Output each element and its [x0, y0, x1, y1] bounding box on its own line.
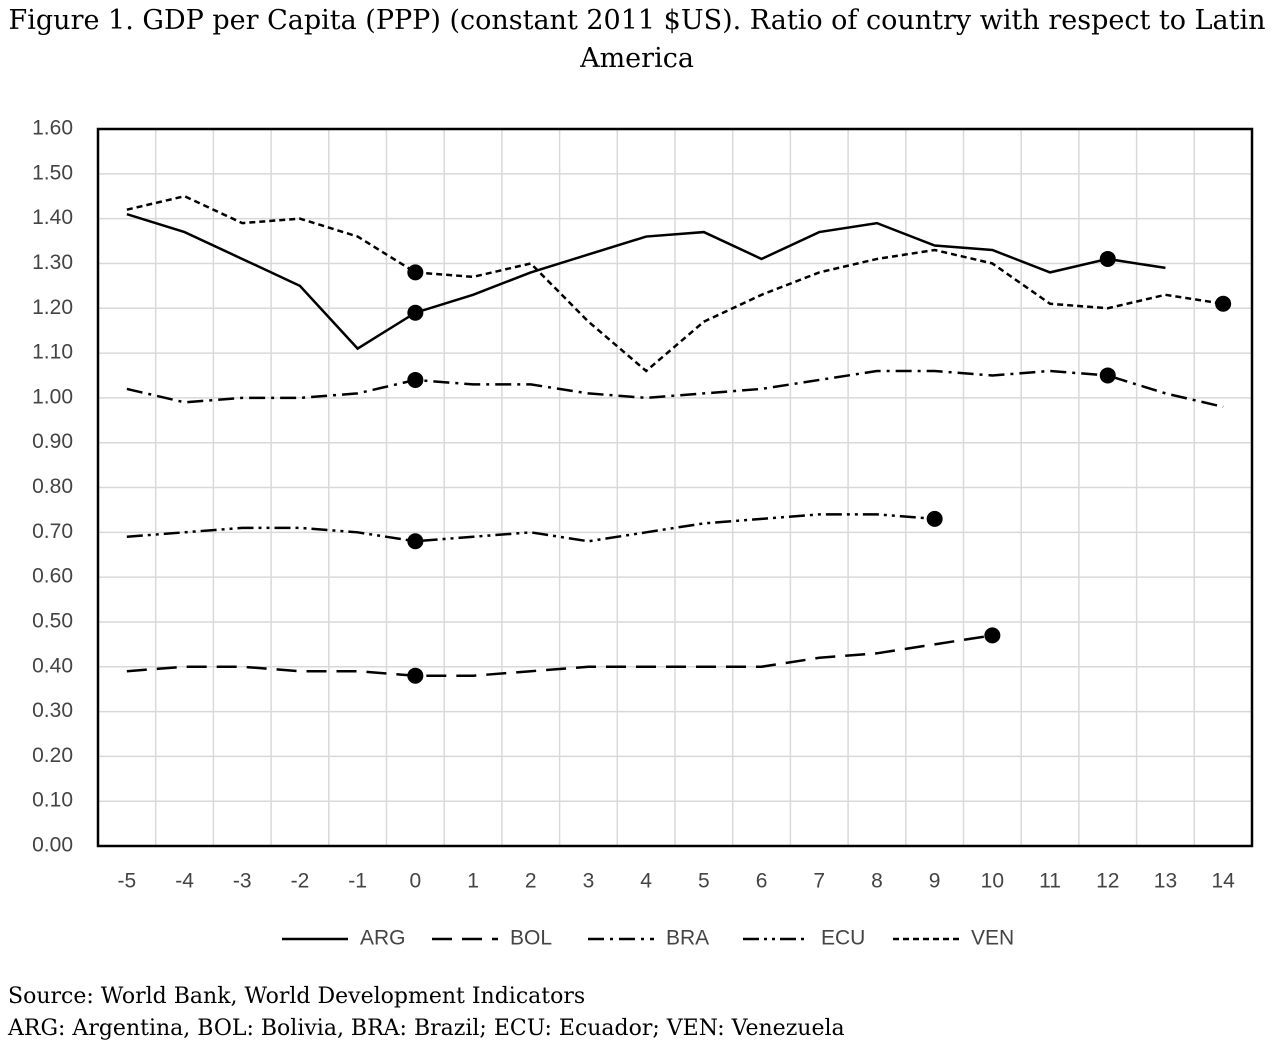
- y-tick-label: 1.60: [32, 117, 73, 140]
- x-tick-label: -4: [175, 870, 194, 893]
- x-tick-label: -1: [348, 870, 367, 893]
- point-marker: [1215, 295, 1232, 312]
- x-tick-label: -5: [118, 870, 137, 893]
- chart-title: Figure 1. GDP per Capita (PPP) (constant…: [8, 5, 1266, 74]
- series-line: [126, 212, 1166, 351]
- legend-label: BRA: [666, 927, 709, 950]
- legend-label: ECU: [821, 927, 865, 950]
- x-tick-label: 13: [1154, 870, 1177, 893]
- x-tick-label: 0: [410, 870, 422, 893]
- x-tick-label: 9: [929, 870, 941, 893]
- series-line: [126, 634, 993, 677]
- point-marker: [407, 264, 424, 281]
- x-tick-label: 1: [467, 870, 479, 893]
- point-marker: [407, 371, 424, 388]
- point-marker: [407, 533, 424, 550]
- x-tick-label: 8: [871, 870, 883, 893]
- x-tick-label: 2: [525, 870, 537, 893]
- x-tick-label: 6: [756, 870, 768, 893]
- source-note: Source: World Bank, World Development In…: [8, 984, 586, 1009]
- x-tick-label: 7: [813, 870, 825, 893]
- plot-border: [96, 127, 1254, 848]
- y-tick-label: 0.00: [32, 834, 73, 857]
- x-tick-label: 4: [640, 870, 652, 893]
- point-marker: [1099, 250, 1116, 267]
- y-tick-label: 0.20: [32, 744, 73, 767]
- y-tick-label: 0.10: [32, 789, 73, 812]
- y-tick-label: 1.20: [32, 296, 73, 319]
- legend-label: VEN: [971, 927, 1014, 950]
- series-line: [126, 513, 935, 543]
- y-tick-label: 1.50: [32, 161, 73, 184]
- y-tick-label: 0.50: [32, 609, 73, 632]
- y-tick-label: 0.60: [32, 565, 73, 588]
- chart: 0.00 0.10 0.20 0.30 0.40 0.50 0.60 0.70 0.80 0.90…: [32, 117, 1254, 950]
- x-tick-label: 12: [1096, 870, 1119, 893]
- y-tick-label: 0.40: [32, 654, 73, 677]
- x-tick-label: 3: [583, 870, 595, 893]
- point-marker: [1099, 367, 1116, 384]
- x-tick-label: -3: [233, 870, 252, 893]
- series-line: [126, 194, 1224, 373]
- y-tick-label: 1.10: [32, 341, 73, 364]
- y-tick-label: 0.30: [32, 699, 73, 722]
- y-tick-label: 1.40: [32, 206, 73, 229]
- legend-label: ARG: [360, 927, 406, 950]
- legend-label: BOL: [510, 927, 552, 950]
- point-marker: [926, 510, 943, 527]
- y-tick-label: 0.80: [32, 475, 73, 498]
- point-marker: [407, 667, 424, 684]
- y-tick-label: 0.90: [32, 430, 73, 453]
- y-tick-label: 1.00: [32, 385, 73, 408]
- point-marker: [984, 627, 1001, 644]
- x-tick-label: 11: [1039, 870, 1061, 893]
- y-tick-label: 0.70: [32, 520, 73, 543]
- point-marker: [407, 304, 424, 321]
- abbrev-note: ARG: Argentina, BOL: Bolivia, BRA: Brazi…: [8, 1016, 845, 1041]
- x-tick-label: 14: [1211, 870, 1235, 893]
- y-tick-label: 1.30: [32, 251, 73, 274]
- x-tick-label: -2: [291, 870, 310, 893]
- x-tick-label: 5: [698, 870, 710, 893]
- x-tick-label: 10: [981, 870, 1004, 893]
